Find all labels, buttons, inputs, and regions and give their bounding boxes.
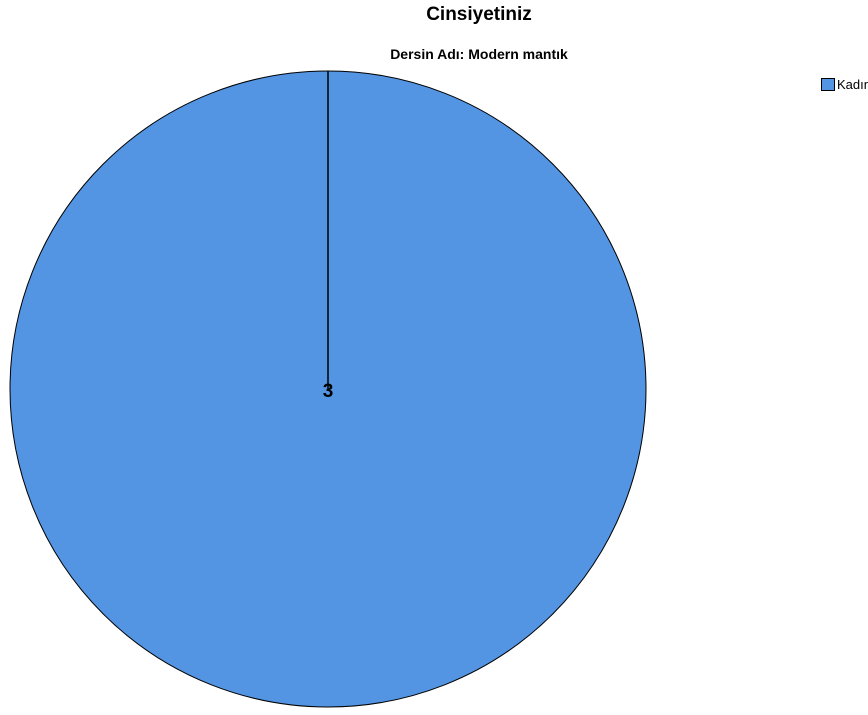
chart-title: Cinsiyetiniz <box>426 4 532 25</box>
legend: Kadın <box>821 77 868 92</box>
legend-swatch-kadin <box>821 78 835 91</box>
slice-value-label: 3 <box>323 381 334 402</box>
legend-label-kadin: Kadın <box>837 77 868 92</box>
chart-subtitle: Dersin Adı: Modern mantık <box>390 46 568 62</box>
